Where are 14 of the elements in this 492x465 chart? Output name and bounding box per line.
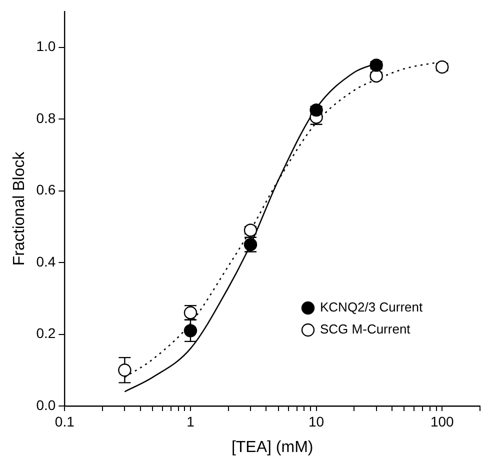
y-axis-title: Fractional Block xyxy=(11,150,28,266)
x-tick-label: 100 xyxy=(430,413,454,430)
y-tick-label: 0.8 xyxy=(36,110,56,126)
y-tick-label: 0.6 xyxy=(36,182,56,198)
x-tick-label: 1 xyxy=(186,413,195,430)
x-tick-label: 0.1 xyxy=(54,413,75,430)
y-tick-label: 0.4 xyxy=(36,253,56,270)
y-tick-label: 1.0 xyxy=(36,38,56,54)
y-tick-label: 0.2 xyxy=(36,325,56,342)
x-axis-title: [TEA] (mM) xyxy=(231,438,314,456)
legend-label: SCG M-Current xyxy=(320,322,411,337)
legend-label: KCNQ2/3 Current xyxy=(320,300,423,315)
x-tick-label: 10 xyxy=(308,413,324,430)
y-tick-label: 0.0 xyxy=(36,396,56,413)
